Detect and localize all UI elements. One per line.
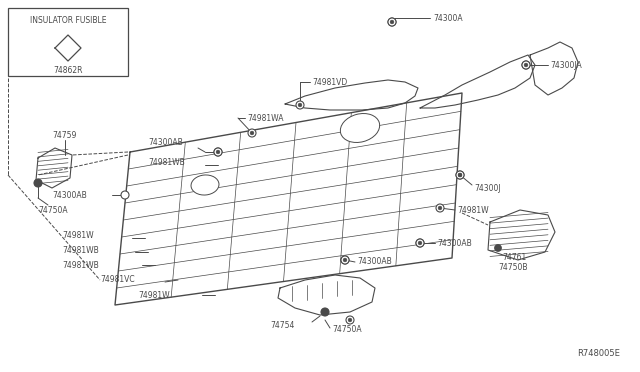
Circle shape [121, 191, 129, 199]
Circle shape [348, 318, 352, 322]
FancyBboxPatch shape [8, 8, 128, 76]
Circle shape [321, 308, 329, 316]
Circle shape [341, 256, 349, 264]
Circle shape [298, 103, 302, 107]
Circle shape [36, 181, 40, 185]
Circle shape [214, 148, 222, 156]
Circle shape [456, 171, 464, 179]
Text: 74981W: 74981W [62, 231, 93, 240]
Circle shape [341, 256, 349, 264]
Circle shape [456, 171, 464, 179]
Circle shape [522, 61, 530, 69]
Circle shape [418, 241, 422, 245]
Text: 74300AB: 74300AB [357, 257, 392, 266]
Circle shape [346, 316, 354, 324]
Text: 74981W: 74981W [138, 291, 170, 299]
Circle shape [321, 308, 328, 315]
Circle shape [436, 204, 444, 212]
Circle shape [388, 18, 396, 26]
Circle shape [524, 63, 528, 67]
Text: 74981WB: 74981WB [148, 157, 185, 167]
Circle shape [321, 308, 328, 315]
Text: 74754: 74754 [270, 321, 294, 330]
Text: 74300AB: 74300AB [437, 238, 472, 247]
Circle shape [438, 206, 442, 210]
Text: 74981W: 74981W [457, 205, 488, 215]
Text: 74761: 74761 [502, 253, 526, 263]
Circle shape [323, 310, 327, 314]
Circle shape [388, 18, 396, 26]
Circle shape [458, 173, 462, 177]
Circle shape [416, 239, 424, 247]
Ellipse shape [191, 175, 219, 195]
Circle shape [248, 129, 256, 137]
Text: 74981WB: 74981WB [62, 260, 99, 269]
Text: 74981WB: 74981WB [62, 246, 99, 254]
Text: 74300AB: 74300AB [148, 138, 183, 147]
Circle shape [34, 179, 42, 187]
Circle shape [216, 150, 220, 154]
Circle shape [214, 148, 222, 156]
Text: 74981VC: 74981VC [100, 276, 134, 285]
Text: 74300JA: 74300JA [550, 61, 582, 70]
Circle shape [250, 131, 254, 135]
Circle shape [522, 61, 530, 69]
Text: 74300J: 74300J [474, 183, 500, 192]
Circle shape [390, 20, 394, 24]
Text: INSULATOR FUSIBLE: INSULATOR FUSIBLE [29, 16, 106, 25]
Circle shape [343, 258, 347, 262]
Text: 74750A: 74750A [332, 326, 362, 334]
Ellipse shape [340, 113, 380, 142]
Text: 74300A: 74300A [433, 13, 463, 22]
Circle shape [35, 180, 42, 186]
Text: R748005E: R748005E [577, 349, 620, 358]
Circle shape [458, 173, 462, 177]
Text: 74300AB: 74300AB [52, 190, 87, 199]
Text: 74862R: 74862R [53, 65, 83, 74]
Circle shape [296, 101, 304, 109]
Text: 74750B: 74750B [498, 263, 527, 273]
Text: 74981VD: 74981VD [312, 77, 348, 87]
Circle shape [35, 180, 42, 186]
Circle shape [495, 244, 502, 251]
Circle shape [416, 239, 424, 247]
Text: 74981WA: 74981WA [247, 113, 284, 122]
Text: 74750A: 74750A [38, 205, 68, 215]
Text: 74759: 74759 [52, 131, 76, 140]
